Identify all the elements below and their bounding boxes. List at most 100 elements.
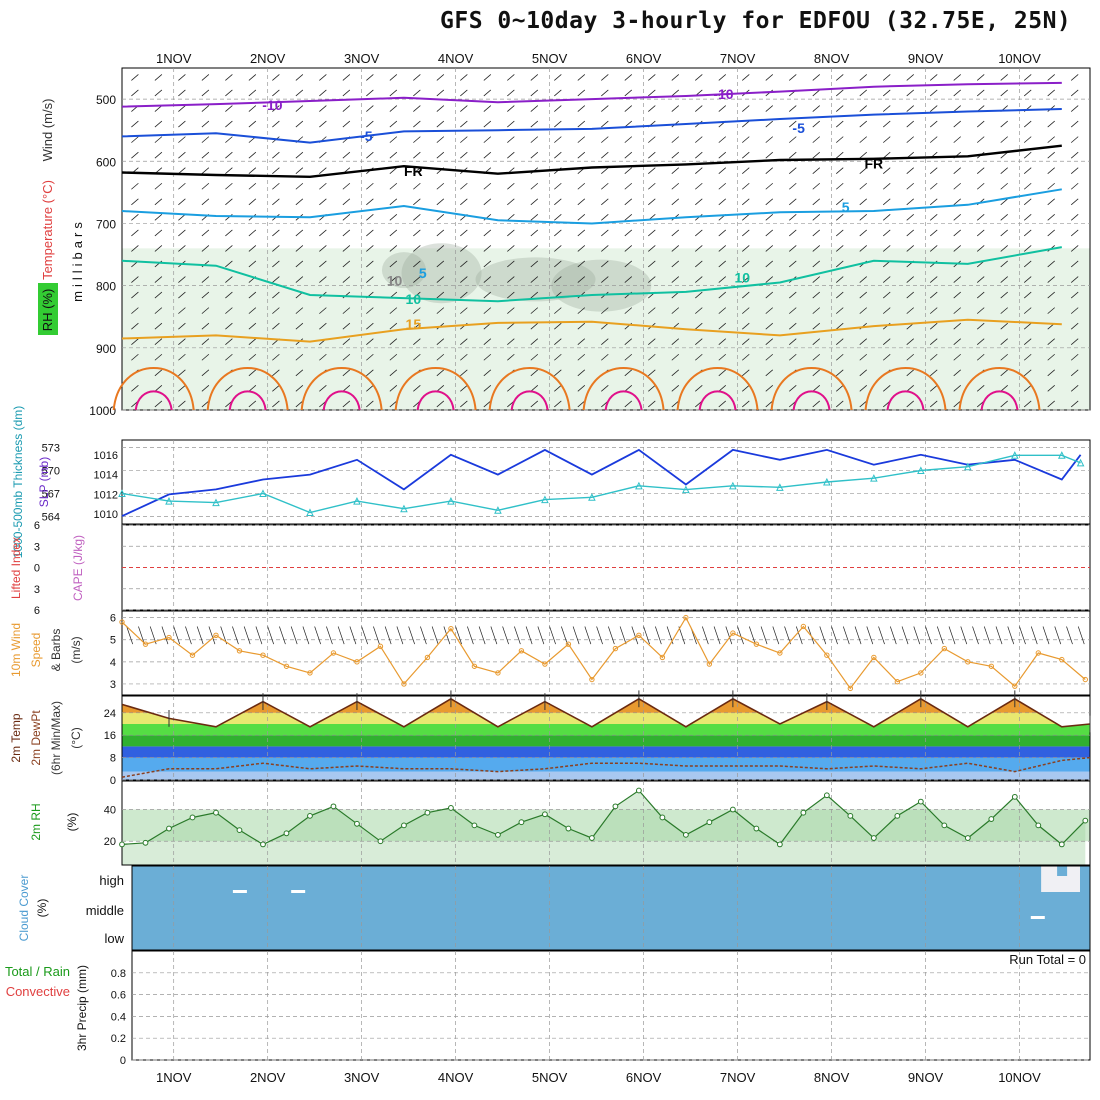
wind-barb <box>201 385 210 392</box>
cloud-gap-small <box>232 890 247 893</box>
wind-barb <box>436 74 445 81</box>
slp-frame <box>121 439 1091 525</box>
wind-barb <box>389 105 398 112</box>
wind-barb <box>342 400 351 408</box>
wind-barb <box>295 369 304 377</box>
wind-barb <box>554 276 562 283</box>
rh-point <box>119 841 125 848</box>
wind-barb <box>695 198 703 206</box>
wind-barb <box>859 214 868 221</box>
wind-barb <box>178 307 186 314</box>
wind-barb <box>131 214 139 221</box>
wind-barb <box>1070 385 1079 392</box>
wind-barb <box>483 105 492 112</box>
wind-barb-10m <box>1042 626 1050 645</box>
wind-barb <box>225 198 233 206</box>
wind-barb <box>835 120 844 128</box>
wind-barb <box>319 198 327 206</box>
wind-barb <box>1000 307 1008 314</box>
wind-barb <box>765 369 774 377</box>
thickness-marker <box>447 496 455 505</box>
wind-barb <box>530 89 539 97</box>
wind-barb <box>131 338 139 346</box>
wind-barb <box>789 260 797 268</box>
wind-barb <box>248 105 257 112</box>
wind-barb <box>201 167 210 175</box>
wind-barb <box>554 182 562 190</box>
wind-barb <box>742 167 750 175</box>
wind-barb <box>413 89 421 97</box>
wind-barb <box>201 182 210 190</box>
rh-point <box>471 822 478 829</box>
wind-barb <box>483 369 492 377</box>
wind-barb <box>483 89 492 97</box>
wind-barb <box>272 167 280 175</box>
wind-barb <box>530 291 539 299</box>
wind-barb <box>319 260 327 268</box>
wind-speed-point <box>377 643 384 650</box>
wind-barb <box>835 182 844 190</box>
wind-barb <box>859 276 868 283</box>
wind-barb <box>859 89 868 97</box>
wind-barb-10m <box>361 626 368 645</box>
thickness-marker <box>353 496 361 505</box>
wind-barb <box>695 260 703 268</box>
wind-barb <box>742 105 750 112</box>
upper-y-label-wind: Wind (m/s) <box>40 99 55 162</box>
wind-barb <box>906 105 914 112</box>
wind-barb <box>577 338 586 346</box>
wind-barb <box>671 276 680 283</box>
wind-barb <box>835 322 844 330</box>
wind-barb <box>718 151 727 159</box>
wind-barb <box>248 89 257 97</box>
wind-barb-10m <box>737 626 744 645</box>
wind-barb <box>483 136 492 143</box>
thickness-marker <box>588 493 596 501</box>
wind-y-label-1: 10m Wind <box>9 623 23 677</box>
wind-barb <box>248 229 257 237</box>
wind-barb <box>389 385 398 392</box>
wind-barb <box>859 167 868 175</box>
wind-barb <box>272 291 280 299</box>
wind-barb <box>953 74 961 81</box>
wind-barb <box>1000 276 1008 283</box>
wind-barb <box>953 322 961 330</box>
wind-barb <box>1023 74 1032 81</box>
wind-barb <box>554 400 562 408</box>
wind-barb <box>436 198 445 206</box>
wind-barb <box>178 385 186 392</box>
wind-barb <box>154 120 163 128</box>
wind-barb <box>742 338 750 346</box>
date-label-bottom: 5NOV <box>532 1070 568 1085</box>
wind-barb <box>436 89 445 97</box>
wind-speed-point <box>260 652 266 658</box>
wind-barb <box>272 307 280 314</box>
wind-barb <box>225 74 233 81</box>
wind-barb <box>953 276 961 283</box>
wind-barb <box>201 151 210 159</box>
wind-y-label-4: (m/s) <box>69 636 83 663</box>
wind-barb-10m <box>126 626 134 645</box>
wind-barb <box>859 151 868 159</box>
wind-barb <box>718 229 727 237</box>
wind-barb <box>319 276 327 283</box>
wind-barb <box>413 307 421 314</box>
wind-barb <box>201 322 210 330</box>
wind-barb <box>929 291 938 299</box>
temp-band <box>122 771 1090 780</box>
wind-barb <box>530 385 539 392</box>
wind-barb <box>648 136 656 143</box>
wind-barb <box>1000 74 1008 81</box>
wind-barb <box>765 385 774 392</box>
wind-barb-10m <box>972 626 979 645</box>
wind-speed-point <box>542 661 548 667</box>
wind-barb <box>413 74 421 81</box>
wind-barb <box>1000 338 1008 346</box>
wind-barb <box>929 229 938 237</box>
precip-y-label-2: Convective <box>6 984 70 999</box>
wind-barb <box>460 245 468 252</box>
wind-barb <box>413 167 421 175</box>
wind-barb <box>154 74 163 81</box>
wind-barb <box>718 260 727 268</box>
wind-barb <box>906 214 914 221</box>
